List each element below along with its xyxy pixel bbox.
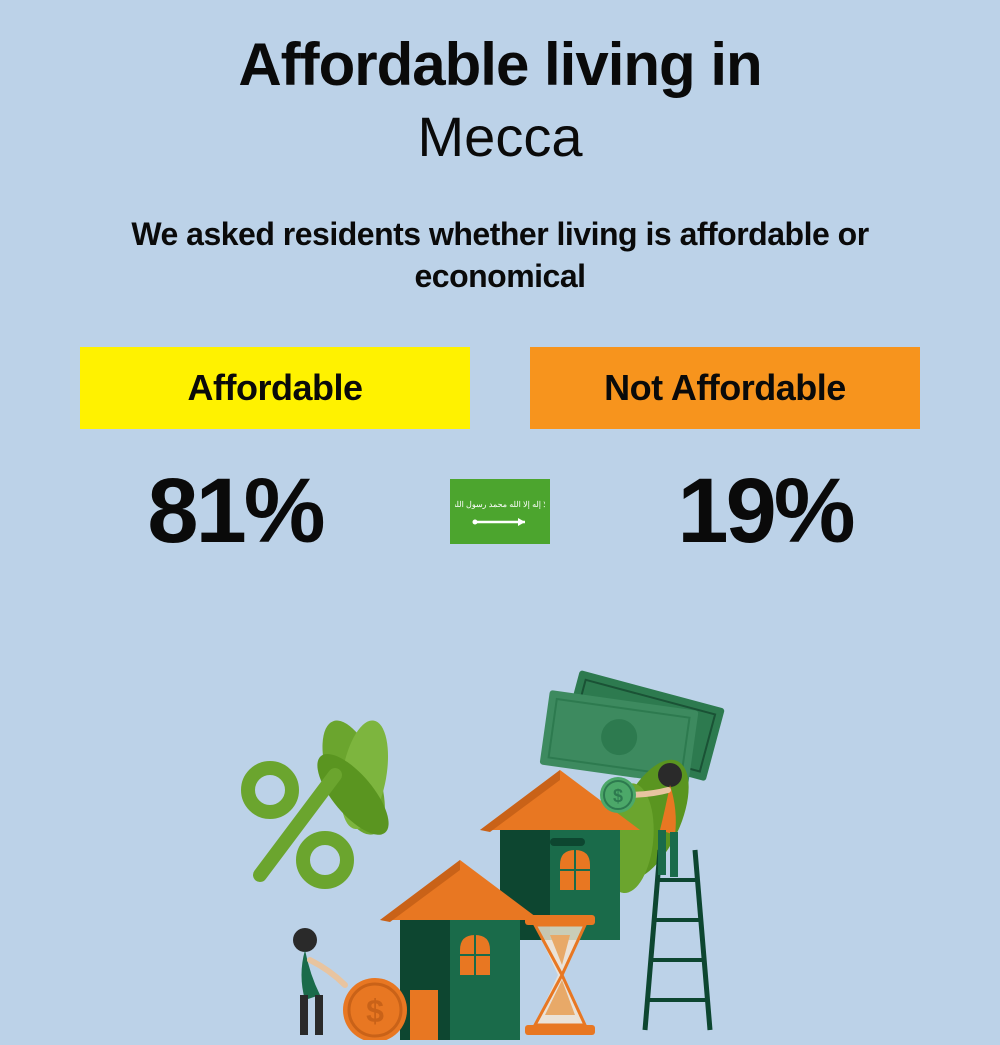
values-row: 81% لا إله إلا الله محمد رسول الله 19% bbox=[60, 459, 940, 564]
svg-text:$: $ bbox=[366, 993, 384, 1029]
label-not-affordable: Not Affordable bbox=[530, 347, 920, 429]
value-affordable: 81% bbox=[60, 459, 410, 564]
value-not-affordable: 19% bbox=[590, 459, 940, 564]
label-affordable: Affordable bbox=[80, 347, 470, 429]
labels-row: Affordable Not Affordable bbox=[60, 347, 940, 429]
title-line2: Mecca bbox=[60, 104, 940, 169]
title-line1: Affordable living in bbox=[60, 30, 940, 99]
saudi-flag-icon: لا إله إلا الله محمد رسول الله bbox=[450, 479, 550, 544]
illustration-icon: $ $ bbox=[200, 640, 800, 1040]
svg-text:لا إله إلا الله محمد رسول الله: لا إله إلا الله محمد رسول الله bbox=[455, 500, 545, 509]
svg-text:$: $ bbox=[613, 786, 623, 806]
subtitle: We asked residents whether living is aff… bbox=[60, 214, 940, 297]
